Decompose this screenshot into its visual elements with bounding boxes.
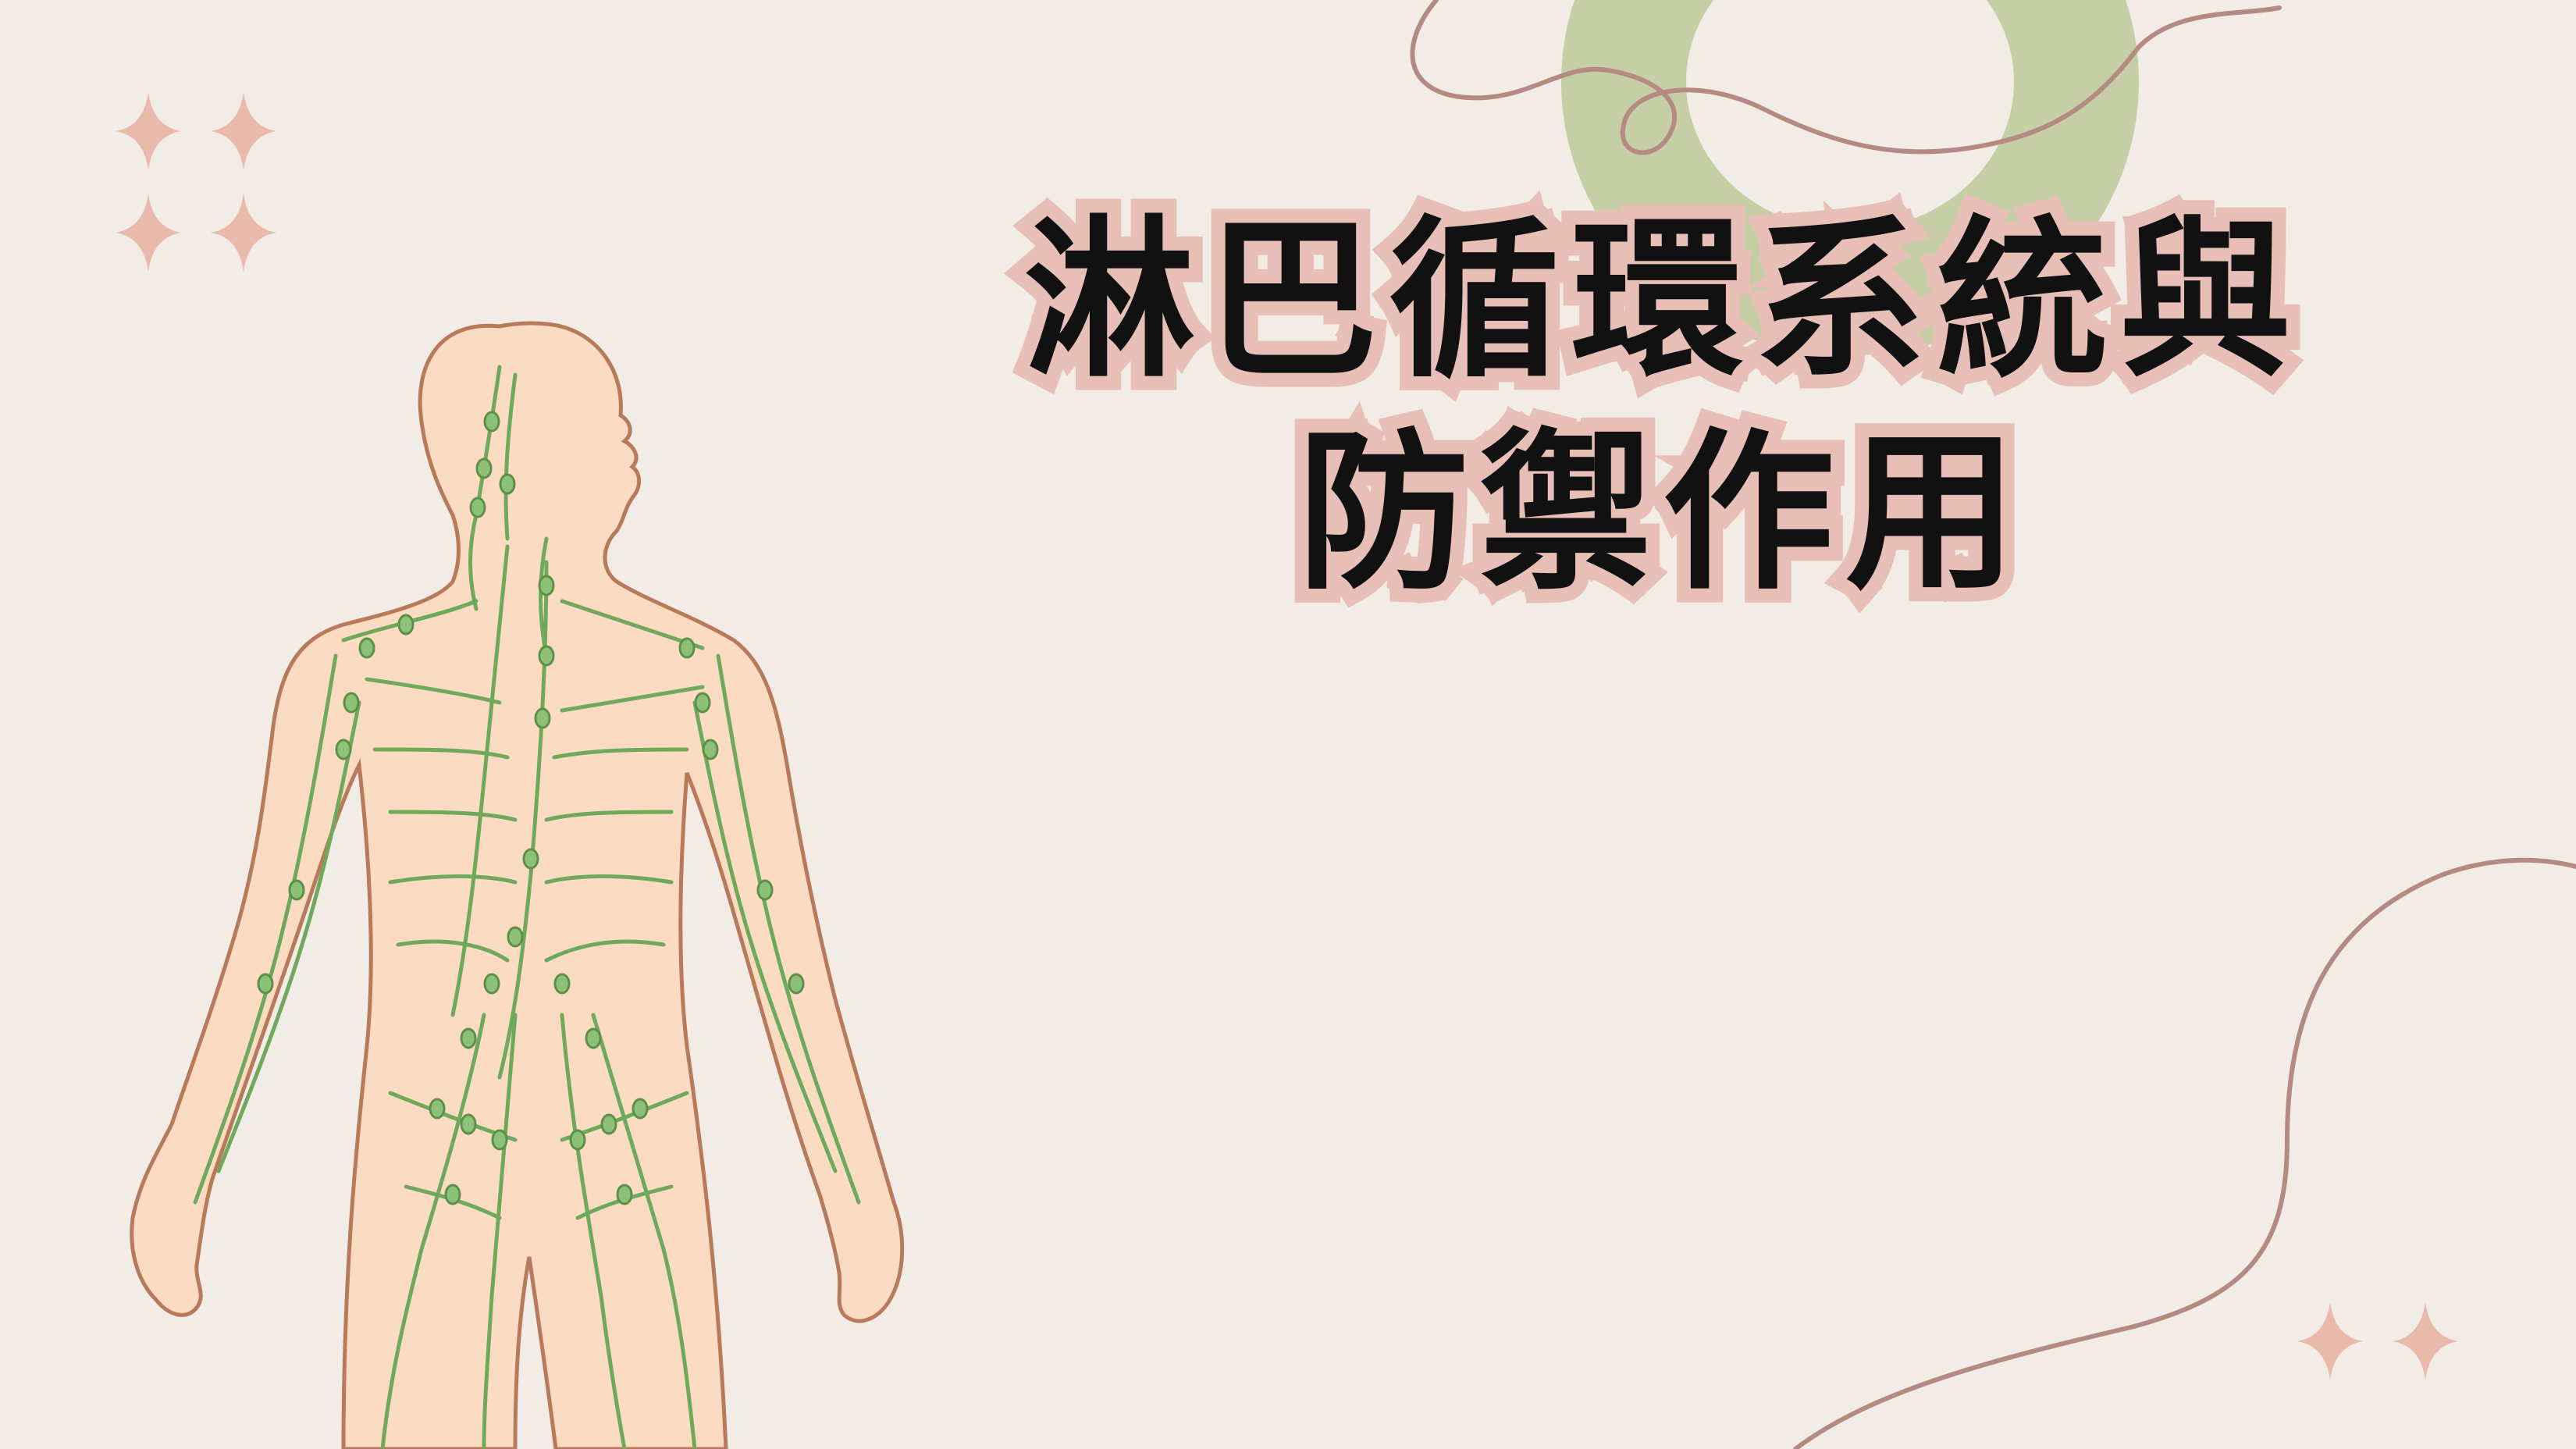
lymph-nodes (257, 411, 805, 1205)
sparkle-icon (116, 92, 276, 272)
lymph-vessels (193, 365, 861, 1449)
title-line-2: 防禦作用 (1283, 413, 2031, 613)
title-line-1: 淋巴循環系統與 (1009, 201, 2305, 401)
page-title: 淋巴循環系統與 防禦作用 (921, 201, 2404, 639)
squiggle-line-top (1410, 0, 2282, 155)
body-silhouette (130, 321, 905, 1449)
green-ring-decoration (1561, 0, 2139, 355)
squiggle-line-bottom (1793, 857, 2576, 1449)
sparkle-icon (2297, 1302, 2458, 1380)
